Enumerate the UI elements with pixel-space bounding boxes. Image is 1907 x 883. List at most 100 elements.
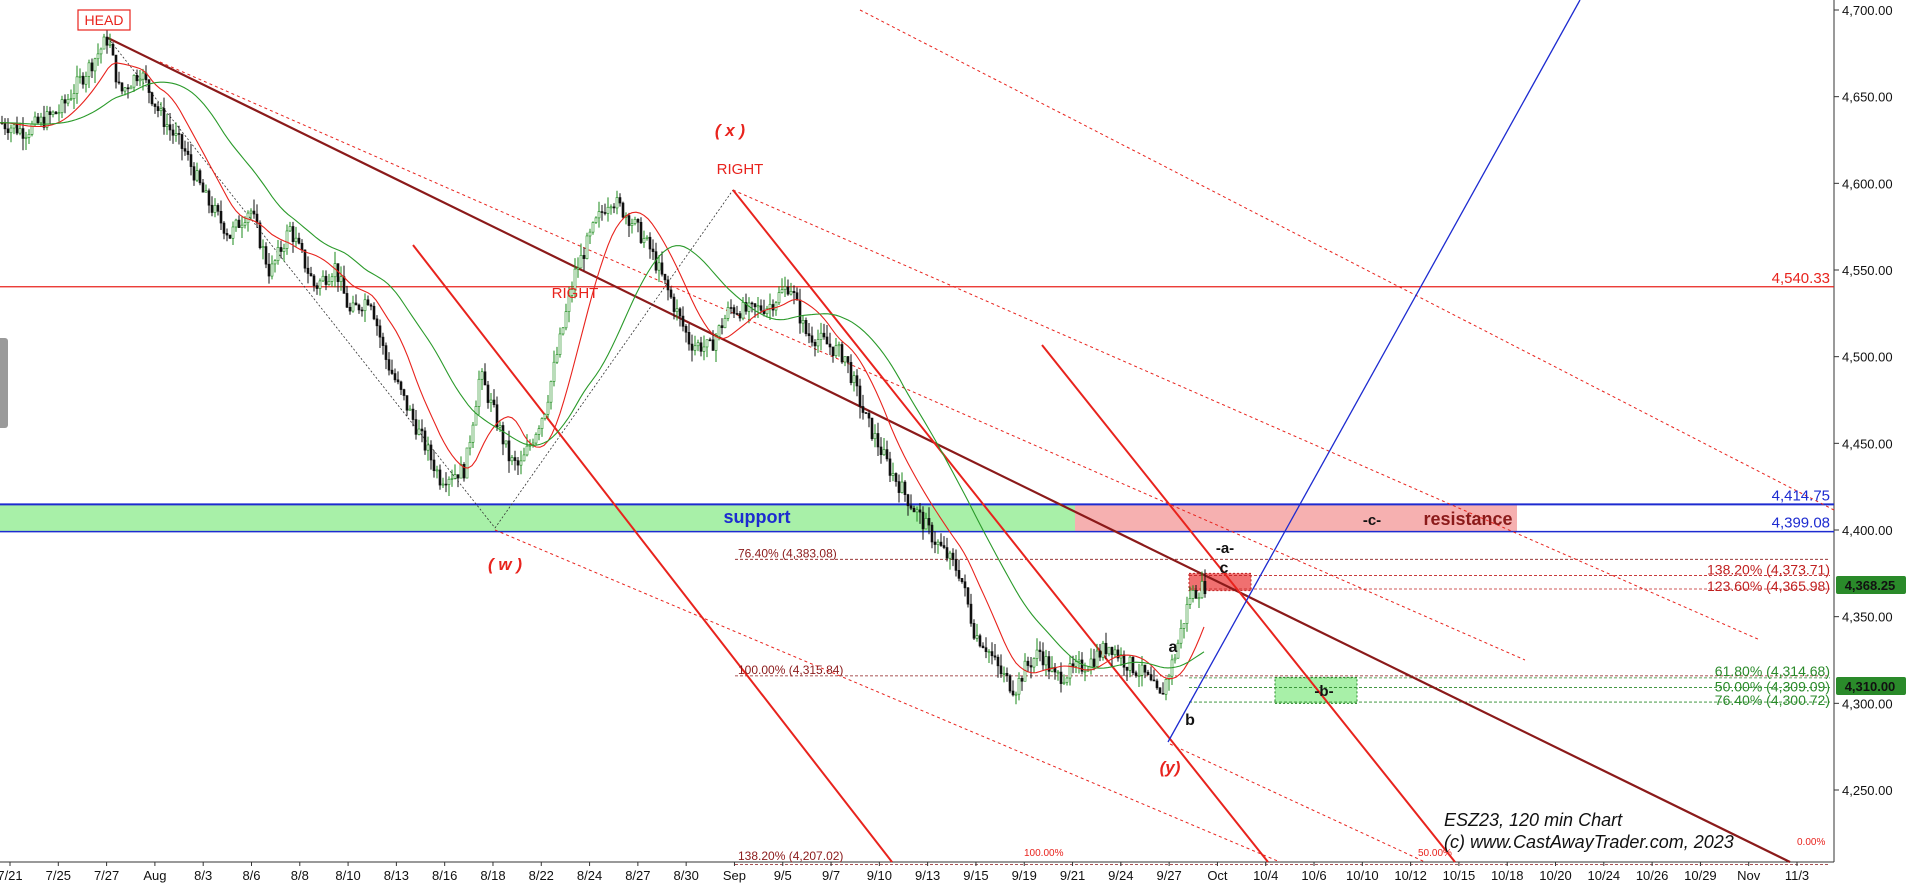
candle-body	[549, 381, 553, 403]
candle-body	[1146, 671, 1150, 675]
candle-body	[276, 247, 280, 262]
candle-body	[519, 460, 523, 466]
minor-c-label: c	[1220, 560, 1229, 577]
candle-body	[1140, 664, 1144, 676]
candle-body	[75, 76, 79, 94]
candle-body	[1089, 658, 1093, 670]
candle-body	[1065, 677, 1069, 683]
candle-body	[657, 262, 661, 271]
candle-body	[387, 359, 391, 371]
candle-body	[717, 325, 721, 337]
candle-body	[222, 222, 226, 234]
candle-body	[282, 248, 286, 252]
candle-body	[309, 273, 313, 277]
y-tick-label: 4,600.00	[1842, 176, 1893, 191]
candle-body	[1017, 678, 1021, 695]
candle-body	[1110, 646, 1114, 656]
candle-body	[195, 170, 199, 181]
candle-body	[105, 36, 109, 46]
candle-body	[1077, 659, 1081, 662]
candle-body	[636, 219, 640, 223]
candle-body	[879, 446, 883, 456]
candle-body	[60, 99, 64, 113]
y-tick-label: 4,700.00	[1842, 3, 1893, 18]
x-tick-label: 7/21	[0, 868, 23, 883]
candle-body	[552, 361, 556, 382]
candle-body	[861, 406, 865, 413]
x-tick-label: 9/21	[1060, 868, 1085, 883]
candle-body	[288, 226, 292, 232]
candle-body	[516, 460, 520, 466]
side-panel-tab[interactable]	[0, 338, 8, 428]
candle-body	[237, 219, 241, 228]
candle-body	[957, 570, 961, 579]
candle-body	[522, 454, 526, 462]
candle-body	[150, 92, 154, 105]
pct-0-label: 0.00%	[1797, 837, 1825, 848]
x-tick-label: 10/12	[1394, 868, 1427, 883]
minor-a-label: a	[1169, 639, 1178, 656]
candle-body	[1083, 670, 1087, 673]
candle-body	[804, 320, 808, 334]
candle-body	[672, 296, 676, 312]
candle-body	[291, 226, 295, 242]
candle-body	[303, 249, 307, 269]
candle-body	[294, 237, 298, 242]
candle-body	[9, 127, 13, 134]
candle-body	[627, 215, 631, 226]
candle-body	[1056, 671, 1060, 674]
candle-body	[1092, 658, 1096, 667]
candle-body	[723, 318, 727, 329]
candle-body	[840, 344, 844, 363]
x-tick-label: 8/3	[194, 868, 212, 883]
right-label-1: RIGHT	[552, 285, 599, 302]
candle-body	[1044, 656, 1048, 666]
candle-body	[765, 308, 769, 314]
wave-y-label: (y)	[1160, 758, 1181, 777]
candle-body	[15, 124, 19, 134]
candle-body	[186, 150, 190, 155]
wave-x-label: ( x )	[715, 121, 746, 140]
candle-body	[351, 302, 355, 312]
candle-body	[1134, 672, 1138, 676]
footer-copyright: (c) www.CastAwayTrader.com, 2023	[1444, 832, 1734, 852]
candle-body	[558, 333, 562, 355]
candle-body	[96, 53, 100, 60]
candle-body	[600, 211, 604, 213]
candle-body	[843, 356, 847, 363]
candle-body	[963, 581, 967, 589]
candle-body	[363, 299, 367, 311]
candle-body	[915, 509, 919, 513]
x-tick-label: 8/8	[291, 868, 309, 883]
candle-body	[393, 373, 397, 381]
candle-body	[537, 428, 541, 435]
candle-body	[348, 306, 352, 312]
candle-body	[540, 418, 544, 429]
price-badge-label: 4,310.00	[1845, 679, 1896, 694]
candle-body	[960, 578, 964, 583]
candle-body	[108, 43, 112, 46]
candle-body	[102, 36, 106, 50]
candle-body	[906, 494, 910, 507]
candle-body	[900, 481, 904, 493]
candle-body	[594, 217, 598, 223]
x-tick-label: 8/16	[432, 868, 457, 883]
candle-body	[1029, 665, 1033, 668]
candle-body	[18, 128, 22, 134]
price-badge	[1836, 576, 1906, 595]
lower-channel-dashed	[494, 529, 1281, 863]
candle-body	[531, 442, 535, 445]
candle-body	[780, 289, 784, 293]
candle-body	[225, 233, 229, 236]
candle-body	[603, 212, 607, 214]
candle-body	[945, 547, 949, 559]
x-tick-label: 8/10	[335, 868, 360, 883]
candle-body	[1200, 581, 1204, 599]
candle-body	[378, 325, 382, 338]
candle-body	[390, 369, 394, 374]
candle-body	[87, 62, 91, 77]
far-channel-dashed	[859, 9, 1835, 511]
candle-body	[330, 276, 334, 282]
candle-body	[1014, 693, 1018, 696]
candle-body	[465, 447, 469, 479]
